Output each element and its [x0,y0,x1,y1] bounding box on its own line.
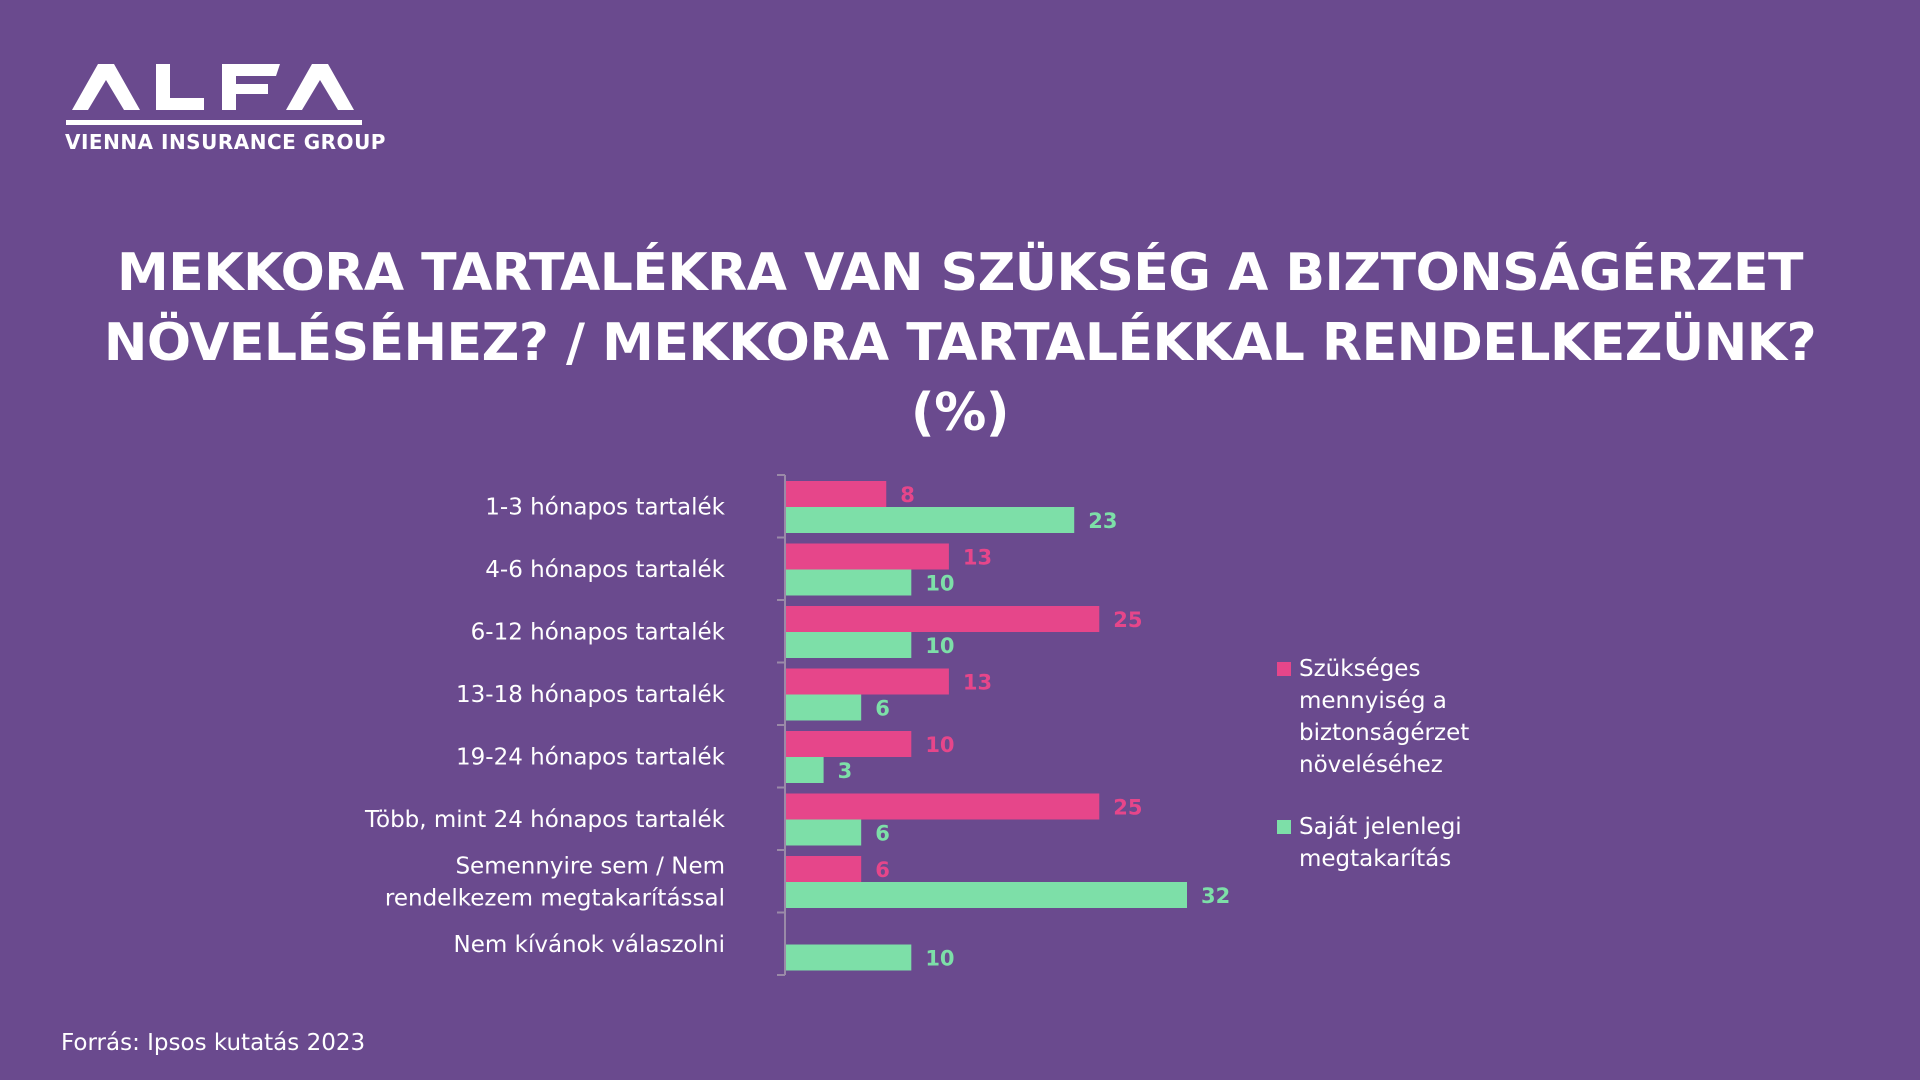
data-label-needed: 13 [963,546,992,570]
bar-needed [786,481,887,507]
source-note: Forrás: Ipsos kutatás 2023 [61,1030,366,1056]
bar-own [786,632,912,658]
alfa-logo [66,64,362,125]
bar-needed [786,731,912,757]
category-label: 1-3 hónapos tartalék [485,494,725,520]
bar-own [786,819,862,846]
category-label: 4-6 hónapos tartalék [485,557,725,583]
bar-needed [786,606,1100,632]
bar-needed [786,856,862,882]
data-label-own: 10 [925,634,954,658]
data-label-own: 10 [925,572,954,596]
category-label: 19-24 hónapos tartalék [456,744,726,770]
data-label-needed: 8 [900,483,915,507]
category-label: Több, mint 24 hónapos tartalék [364,807,726,833]
data-label-needed: 25 [1113,796,1142,820]
category-label: 13-18 hónapos tartalék [456,682,726,708]
data-label-own: 10 [925,947,954,971]
bar-own [786,507,1075,533]
bar-needed [786,668,949,695]
data-label-needed: 13 [963,671,992,695]
category-label: Nem kívánok válaszolni [454,932,725,958]
data-label-own: 32 [1201,884,1230,908]
legend-swatch-needed [1277,662,1291,676]
data-label-own: 3 [838,759,853,783]
data-label-own: 6 [875,822,890,846]
legend-swatch-own [1277,820,1291,834]
bar-needed [786,793,1100,820]
title-line-1: MEKKORA TARTALÉKRA VAN SZÜKSÉG A BIZTONS… [117,243,1803,303]
category-label: Semennyire sem / Nem rendelkezem megtakar… [385,853,725,911]
chart-title: MEKKORA TARTALÉKRA VAN SZÜKSÉG A BIZTONS… [0,238,1920,448]
title-line-3: (%) [910,383,1010,443]
bar-own [786,569,912,596]
data-label-own: 23 [1088,509,1117,533]
legend: Szükséges mennyiség a biztonságérzet növ… [1277,653,1469,905]
bar-own [786,757,824,783]
legend-item-needed: Szükséges mennyiség a biztonságérzet növ… [1277,653,1469,781]
category-label: 6-12 hónapos tartalék [471,619,726,645]
bar-needed [786,543,949,570]
bar-own [786,694,862,721]
data-label-needed: 6 [875,858,890,882]
logo-subtitle: VIENNA INSURANCE GROUP [65,130,386,154]
data-label-needed: 10 [925,733,954,757]
bar-own [786,882,1187,908]
data-label-own: 6 [875,697,890,721]
data-label-needed: 25 [1113,608,1142,632]
legend-label-needed: Szükséges mennyiség a biztonságérzet növ… [1299,656,1470,778]
legend-item-own: Saját jelenlegi megtakarítás [1277,811,1469,875]
legend-label-own: Saját jelenlegi megtakarítás [1299,814,1462,872]
bar-own [786,944,912,971]
title-line-2: NÖVELÉSÉHEZ? / MEKKORA TARTALÉKKAL RENDE… [103,313,1817,373]
